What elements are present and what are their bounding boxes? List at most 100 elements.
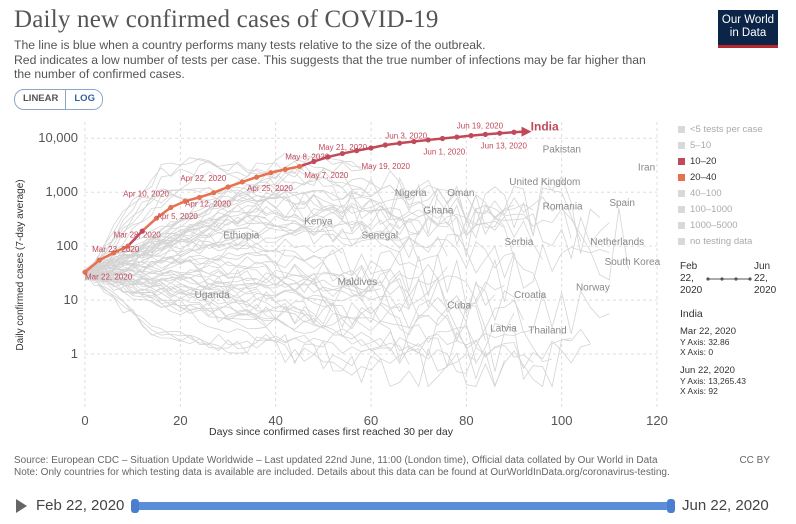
linear-scale-button[interactable]: LINEAR — [23, 93, 59, 104]
info-start-y: Y Axis: 32.86 — [680, 337, 730, 347]
country-label: Latvia — [490, 324, 517, 335]
y-tick-label: 10 — [64, 292, 78, 307]
x-tick-label: 20 — [173, 413, 187, 428]
background-country-line — [84, 167, 439, 271]
date-annotation: Jun 3, 2020 — [385, 132, 427, 141]
legend-item[interactable]: 10–20 — [678, 153, 763, 169]
license-link[interactable]: CC BY — [739, 455, 770, 466]
background-country-line — [84, 278, 410, 365]
background-country-line — [84, 272, 372, 291]
india-data-point — [368, 145, 374, 151]
owid-logo[interactable]: Our World in Data — [718, 10, 778, 48]
background-country-line — [84, 270, 591, 388]
background-country-line — [84, 204, 419, 280]
india-line-segment — [155, 206, 172, 220]
background-country-line — [84, 225, 610, 289]
chart-title: Daily new confirmed cases of COVID-19 — [14, 6, 439, 33]
timeline-track[interactable] — [134, 502, 672, 510]
legend-swatch — [678, 125, 685, 133]
footer: Source: European CDC – Situation Update … — [14, 455, 784, 479]
legend[interactable]: <5 tests per case 5–10 10–20 20–40 40–100 100… — [678, 121, 763, 249]
india-data-point — [139, 228, 145, 234]
india-line-segment — [141, 217, 158, 233]
range-start-year: 2020 — [680, 285, 703, 296]
background-country-line — [85, 238, 343, 272]
logo-line: in Data — [729, 27, 767, 39]
date-annotation: Jun 19, 2020 — [457, 121, 504, 130]
india-data-point — [196, 194, 202, 201]
background-country-line — [84, 194, 400, 275]
background-country-line — [84, 253, 448, 285]
date-annotation: Apr 5, 2020 — [157, 212, 199, 221]
background-country-line — [84, 271, 553, 363]
legend-item[interactable]: <5 tests per case — [678, 121, 763, 137]
india-data-point — [397, 140, 403, 146]
legend-label: no testing data — [690, 235, 753, 247]
timeline-end-handle[interactable] — [667, 499, 675, 513]
x-tick-label: 0 — [81, 413, 88, 428]
legend-swatch — [678, 189, 685, 197]
range-start-day: 22, — [680, 273, 694, 284]
india-line-segment — [98, 251, 115, 262]
scale-toggle[interactable]: LINEAR LOG — [14, 89, 103, 110]
x-axis-label: Days since confirmed cases first reached… — [209, 426, 454, 438]
play-icon[interactable] — [16, 499, 27, 513]
legend-label: <5 tests per case — [690, 123, 763, 135]
india-data-point — [268, 170, 274, 176]
country-label: Nigeria — [395, 188, 427, 199]
background-country-line — [84, 186, 610, 272]
y-tick-label: 1,000 — [45, 184, 78, 199]
date-annotation: Apr 10, 2020 — [123, 189, 169, 198]
background-country-line — [84, 267, 496, 324]
legend-item[interactable]: no testing data — [678, 233, 763, 249]
legend-label: 20–40 — [690, 171, 717, 183]
country-label: Maldives — [338, 277, 377, 288]
background-country-line — [84, 273, 505, 388]
y-tick-label: 100 — [56, 238, 78, 253]
legend-item[interactable]: 20–40 — [678, 169, 763, 185]
background-country-line — [84, 269, 524, 330]
country-label: Netherlands — [590, 237, 644, 248]
background-country-line — [84, 249, 286, 276]
india-data-point — [382, 142, 388, 148]
legend-label: 10–20 — [690, 155, 717, 167]
legend-item[interactable]: 100–1000 — [678, 201, 763, 217]
y-tick-label: 10,000 — [38, 130, 78, 145]
timeline-start-handle[interactable] — [131, 499, 139, 513]
date-annotation: May 8, 2020 — [285, 153, 330, 162]
india-line-segment — [84, 259, 101, 274]
timeline[interactable]: Feb 22, 2020 Jun 22, 2020 — [0, 490, 796, 524]
legend-item[interactable]: 5–10 — [678, 137, 763, 153]
source-note: Source: European CDC – Situation Update … — [14, 455, 658, 466]
country-label: Thailand — [528, 326, 566, 337]
legend-swatch — [678, 221, 685, 229]
legend-swatch — [678, 141, 685, 149]
timeline-end-label: Jun 22, 2020 — [682, 497, 769, 514]
subtitle-line: the number of confirmed cases. — [14, 67, 185, 81]
x-tick-label: 120 — [646, 413, 668, 428]
x-tick-label: 60 — [364, 413, 378, 428]
india-data-point — [111, 250, 117, 256]
india-data-point — [82, 269, 88, 275]
background-country-line — [84, 266, 410, 307]
india-data-point — [296, 163, 303, 170]
log-scale-button[interactable]: LOG — [65, 90, 102, 109]
background-country-line — [84, 222, 305, 278]
legend-label: 1000–5000 — [690, 219, 738, 231]
background-country-line — [84, 271, 429, 336]
background-country-line — [84, 269, 381, 297]
timeline-start-label: Feb 22, 2020 — [36, 497, 125, 514]
background-country-line — [84, 272, 515, 372]
date-annotation: Jun 13, 2020 — [481, 141, 528, 150]
background-country-line — [84, 274, 305, 320]
legend-item[interactable]: 40–100 — [678, 185, 763, 201]
india-arrow-head — [521, 126, 532, 137]
country-label: Norway — [576, 283, 610, 294]
date-annotation: May 19, 2020 — [361, 162, 410, 171]
country-label: Ghana — [423, 206, 453, 217]
background-country-line — [84, 185, 629, 281]
info-end-x: X Axis: 92 — [680, 386, 718, 396]
info-end-date: Jun 22, 2020 — [680, 365, 735, 376]
legend-item[interactable]: 1000–5000 — [678, 217, 763, 233]
